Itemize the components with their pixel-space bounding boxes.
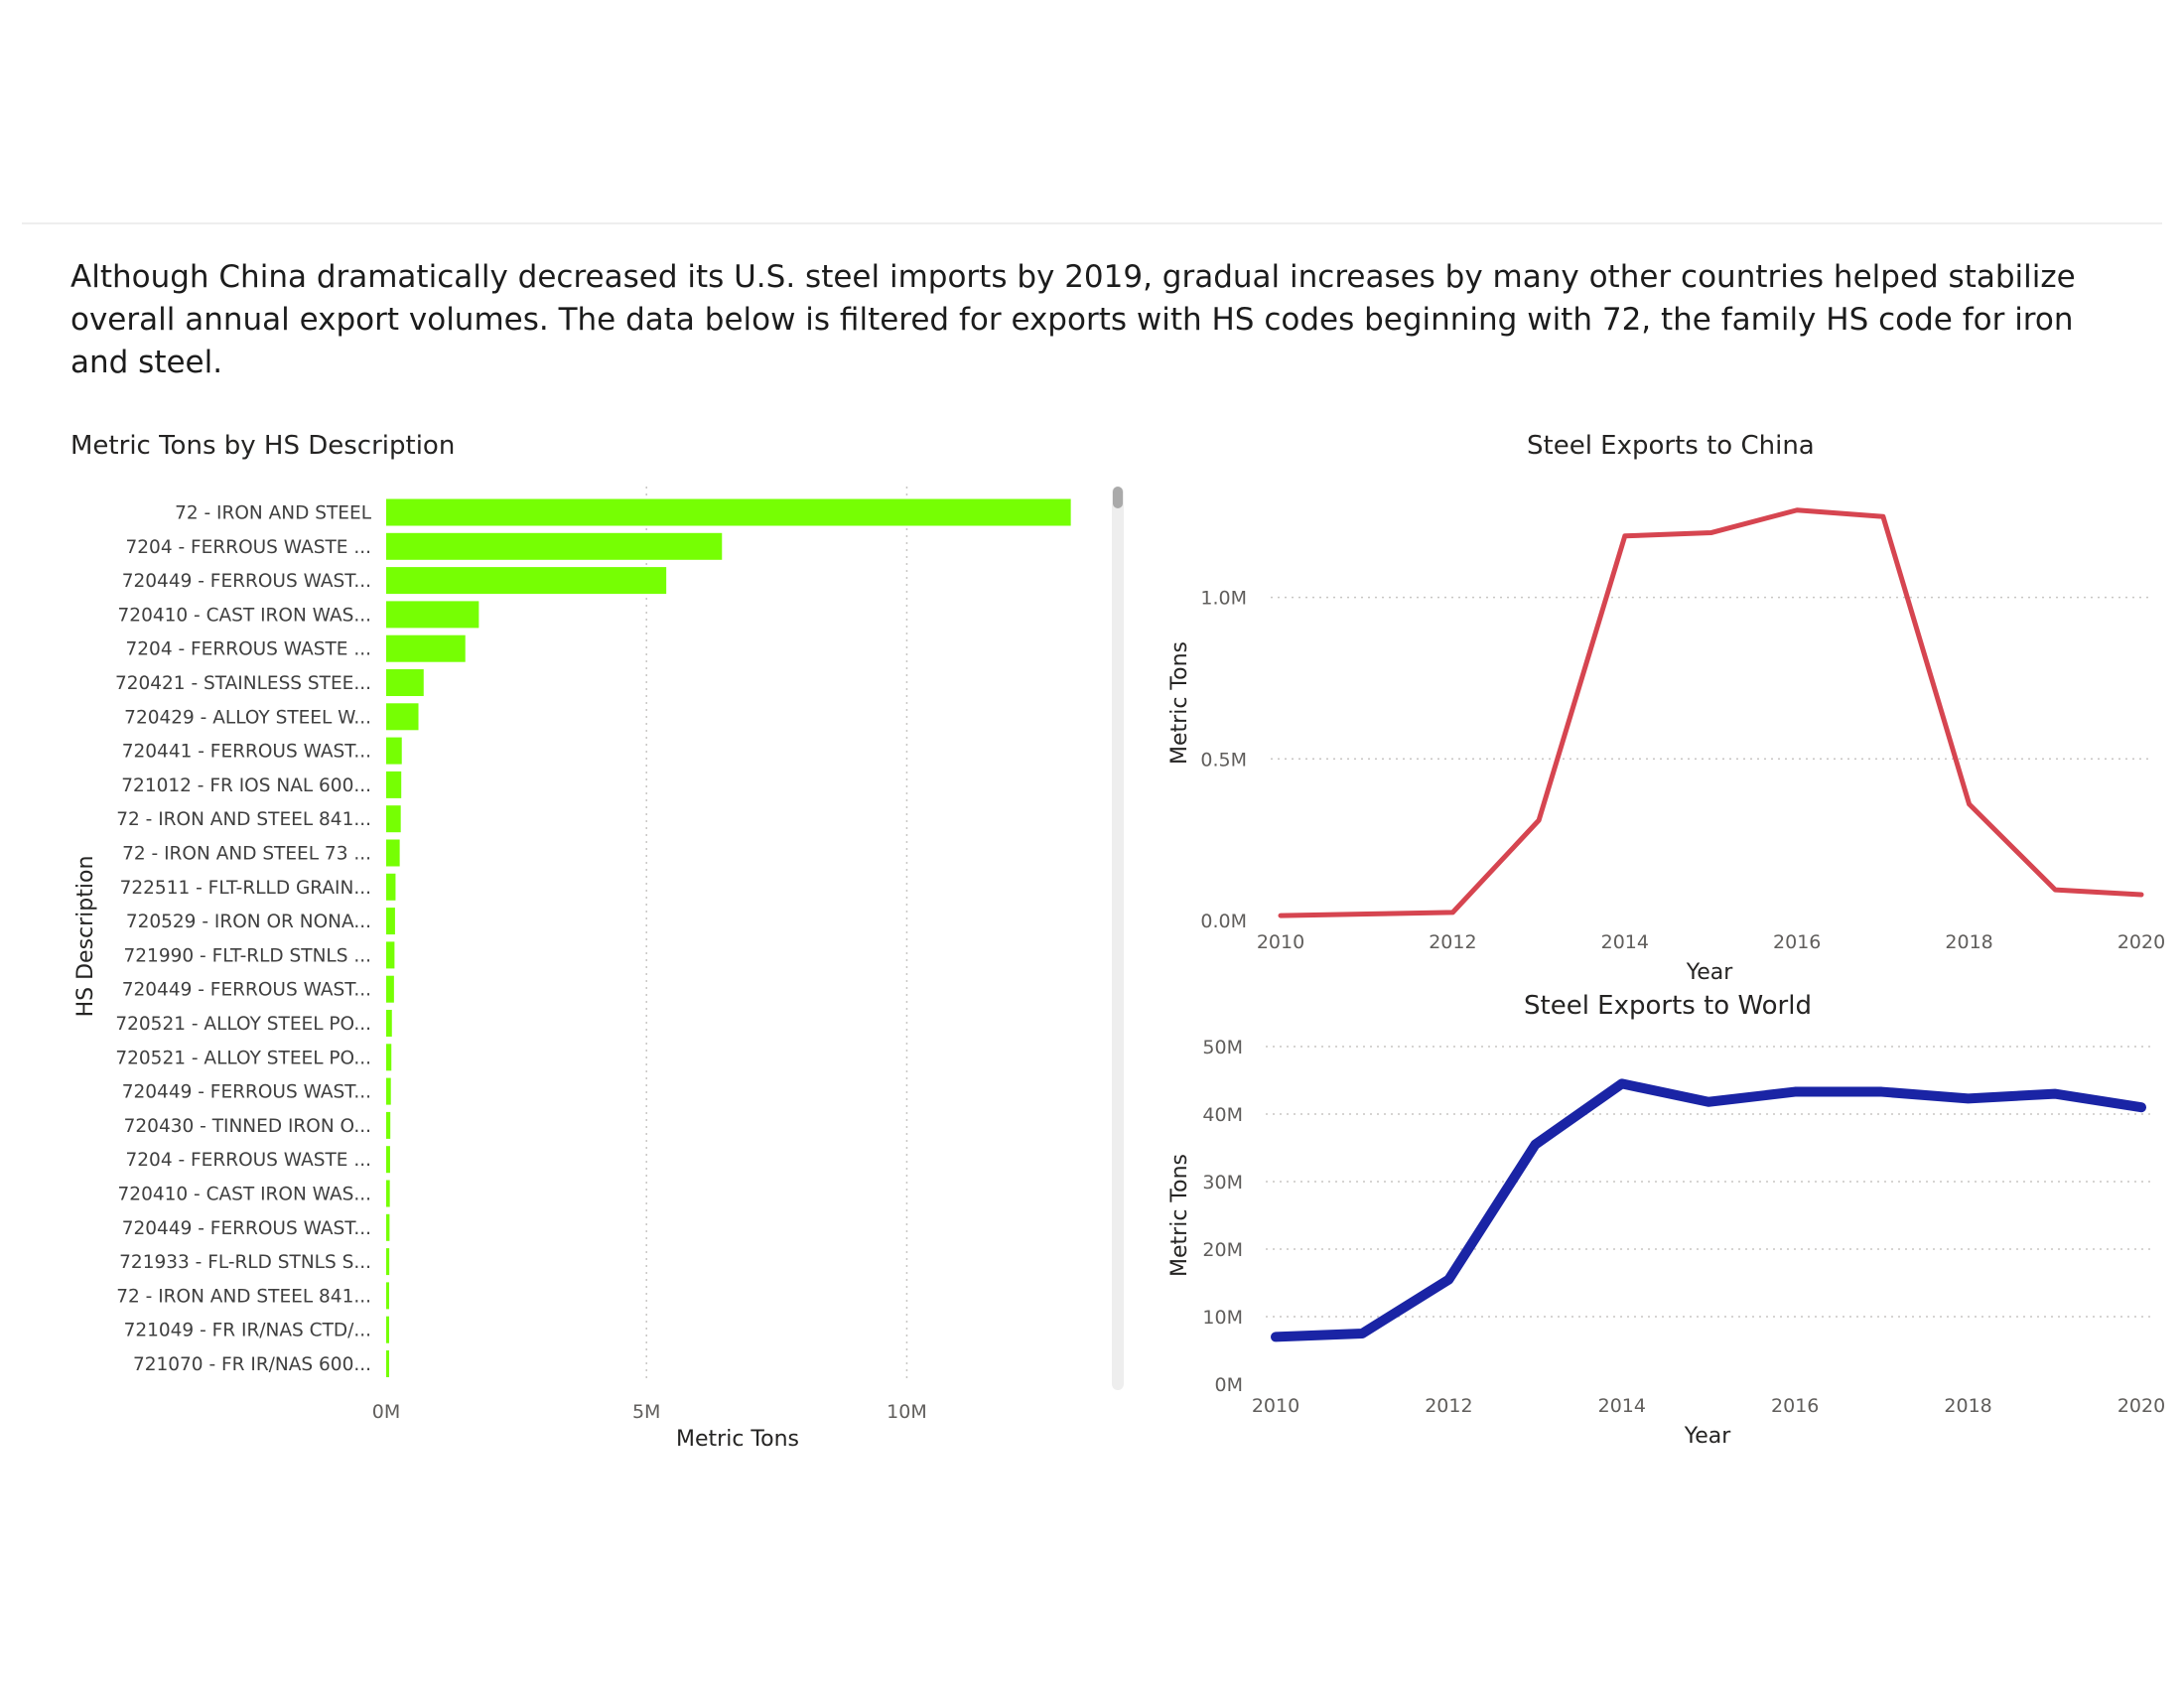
bar: [386, 1180, 390, 1207]
scrollbar-thumb[interactable]: [1113, 487, 1123, 508]
bar: [386, 771, 402, 798]
world-x-tick-label: 2012: [1425, 1395, 1472, 1417]
china-x-tick-label: 2018: [1945, 931, 1992, 953]
bar: [386, 1316, 389, 1343]
bar-x-axis-title: Metric Tons: [676, 1427, 799, 1452]
bar: [386, 1111, 391, 1139]
bar-category-label: 720521 - ALLOY STEEL PO...: [115, 1048, 371, 1068]
world-x-tick-label: 2016: [1771, 1395, 1819, 1417]
bar-chart: 0M 5M 10M 72 - IRON AND STEEL 7204 - FERROUS…: [73, 487, 1124, 1452]
bar-category-label: 7204 - FERROUS WASTE ...: [126, 639, 371, 660]
bar-x-tick-label: 10M: [887, 1401, 927, 1423]
bar: [386, 634, 466, 662]
bar-category-label: 720449 - FERROUS WAST...: [122, 980, 371, 1001]
bar-category-label: 721990 - FLT-RLD STNLS ...: [124, 945, 371, 966]
bar-category-label: 721933 - FL-RLD STNLS S...: [119, 1252, 371, 1273]
bar: [386, 1077, 391, 1105]
china-y-tick-label: 1.0M: [1200, 588, 1247, 610]
bar-y-axis-title: HS Description: [73, 856, 98, 1018]
bar-category-label: 720529 - IRON OR NONA...: [126, 912, 371, 932]
bar-category-label: 72 - IRON AND STEEL 841...: [116, 809, 371, 830]
world-chart-title: Steel Exports to World: [1524, 991, 1812, 1021]
bar-category-label: 720449 - FERROUS WAST...: [122, 571, 371, 592]
world-x-tick-label: 2020: [2117, 1395, 2165, 1417]
bar: [386, 737, 402, 765]
china-x-tick-label: 2016: [1773, 931, 1821, 953]
bar-category-label: 720521 - ALLOY STEEL PO...: [115, 1014, 371, 1035]
world-y-tick-label: 0M: [1215, 1374, 1243, 1396]
china-x-axis-title: Year: [1686, 960, 1734, 985]
china-x-tick-label: 2012: [1429, 931, 1476, 953]
bar-category-label: 72 - IRON AND STEEL: [175, 503, 372, 524]
world-y-tick-label: 50M: [1202, 1037, 1243, 1058]
bar: [386, 1213, 390, 1241]
china-line-chart: 0.0M 0.5M 1.0M 2010 2012 2014 2016 2018 2020 Year…: [1167, 507, 2165, 985]
bar: [386, 839, 400, 867]
bar-category-label: 722511 - FLT-RLLD GRAIN...: [120, 878, 371, 899]
bar: [386, 567, 667, 595]
bar-category-label: 721070 - FR IR/NAS 600...: [133, 1354, 371, 1375]
china-series-line: [1278, 507, 2144, 918]
bar-chart-title: Metric Tons by HS Description: [70, 431, 456, 461]
bar-category-label: 720410 - CAST IRON WAS...: [118, 605, 371, 626]
china-chart-title: Steel Exports to China: [1527, 431, 1815, 461]
bar-category-label: 721049 - FR IR/NAS CTD/...: [124, 1321, 371, 1341]
bar: [386, 1248, 390, 1276]
world-y-tick-label: 40M: [1202, 1104, 1243, 1126]
intro-text: Although China dramatically decreased it…: [70, 259, 2076, 380]
world-y-tick-label: 20M: [1202, 1239, 1243, 1261]
china-x-tick-label: 2020: [2117, 931, 2165, 953]
world-y-tick-label: 10M: [1202, 1307, 1243, 1329]
bar: [386, 873, 396, 901]
china-x-tick-label: 2014: [1601, 931, 1649, 953]
bar-category-label: 720429 - ALLOY STEEL W...: [124, 707, 371, 728]
bar: [386, 908, 395, 935]
bar: [386, 941, 395, 969]
bar: [386, 1146, 390, 1174]
world-series-line: [1271, 1078, 2146, 1342]
world-y-axis-title: Metric Tons: [1167, 1154, 1192, 1277]
scrollbar-track[interactable]: [1112, 487, 1124, 1390]
bar: [386, 1282, 389, 1310]
china-x-tick-label: 2010: [1257, 931, 1304, 953]
world-x-tick-label: 2018: [1944, 1395, 1991, 1417]
bar: [386, 1350, 389, 1377]
bar: [386, 805, 401, 833]
bar: [386, 1044, 392, 1071]
bar: [386, 1010, 392, 1037]
world-line-chart: 0M 10M 20M 30M 40M 50M 2010 2012 2014 2016 2018 202…: [1167, 1037, 2165, 1449]
bar-category-label: 720430 - TINNED IRON O...: [124, 1116, 371, 1137]
bar-category-label: 720410 - CAST IRON WAS...: [118, 1185, 371, 1205]
bar-x-tick-label: 0M: [372, 1401, 400, 1423]
bar: [386, 669, 424, 696]
bar: [386, 703, 419, 731]
bar: [386, 601, 479, 629]
world-x-tick-label: 2014: [1598, 1395, 1646, 1417]
bar-category-label: 720449 - FERROUS WAST...: [122, 1218, 371, 1239]
bar-category-label: 721012 - FR IOS NAL 600...: [121, 775, 371, 796]
bar-category-label: 720449 - FERROUS WAST...: [122, 1082, 371, 1103]
bar: [386, 975, 394, 1003]
bar-category-label: 72 - IRON AND STEEL 841...: [116, 1286, 371, 1307]
china-y-tick-label: 0.5M: [1200, 749, 1247, 771]
bar-category-label: 7204 - FERROUS WASTE ...: [126, 1150, 371, 1171]
world-x-axis-title: Year: [1684, 1424, 1732, 1449]
china-y-axis-title: Metric Tons: [1167, 641, 1192, 765]
bar: [386, 532, 723, 560]
bar-x-tick-label: 5M: [632, 1401, 660, 1423]
world-y-tick-label: 30M: [1202, 1172, 1243, 1194]
china-y-tick-label: 0.0M: [1200, 911, 1247, 932]
bar: [386, 498, 1071, 526]
bar-category-label: 720421 - STAINLESS STEE...: [115, 673, 371, 694]
bar-category-label: 72 - IRON AND STEEL 73 ...: [122, 844, 371, 865]
bar-category-label: 7204 - FERROUS WASTE ...: [126, 537, 371, 558]
bar-category-label: 720441 - FERROUS WAST...: [122, 742, 371, 763]
header-divider: [22, 222, 2162, 224]
world-x-tick-label: 2010: [1252, 1395, 1299, 1417]
